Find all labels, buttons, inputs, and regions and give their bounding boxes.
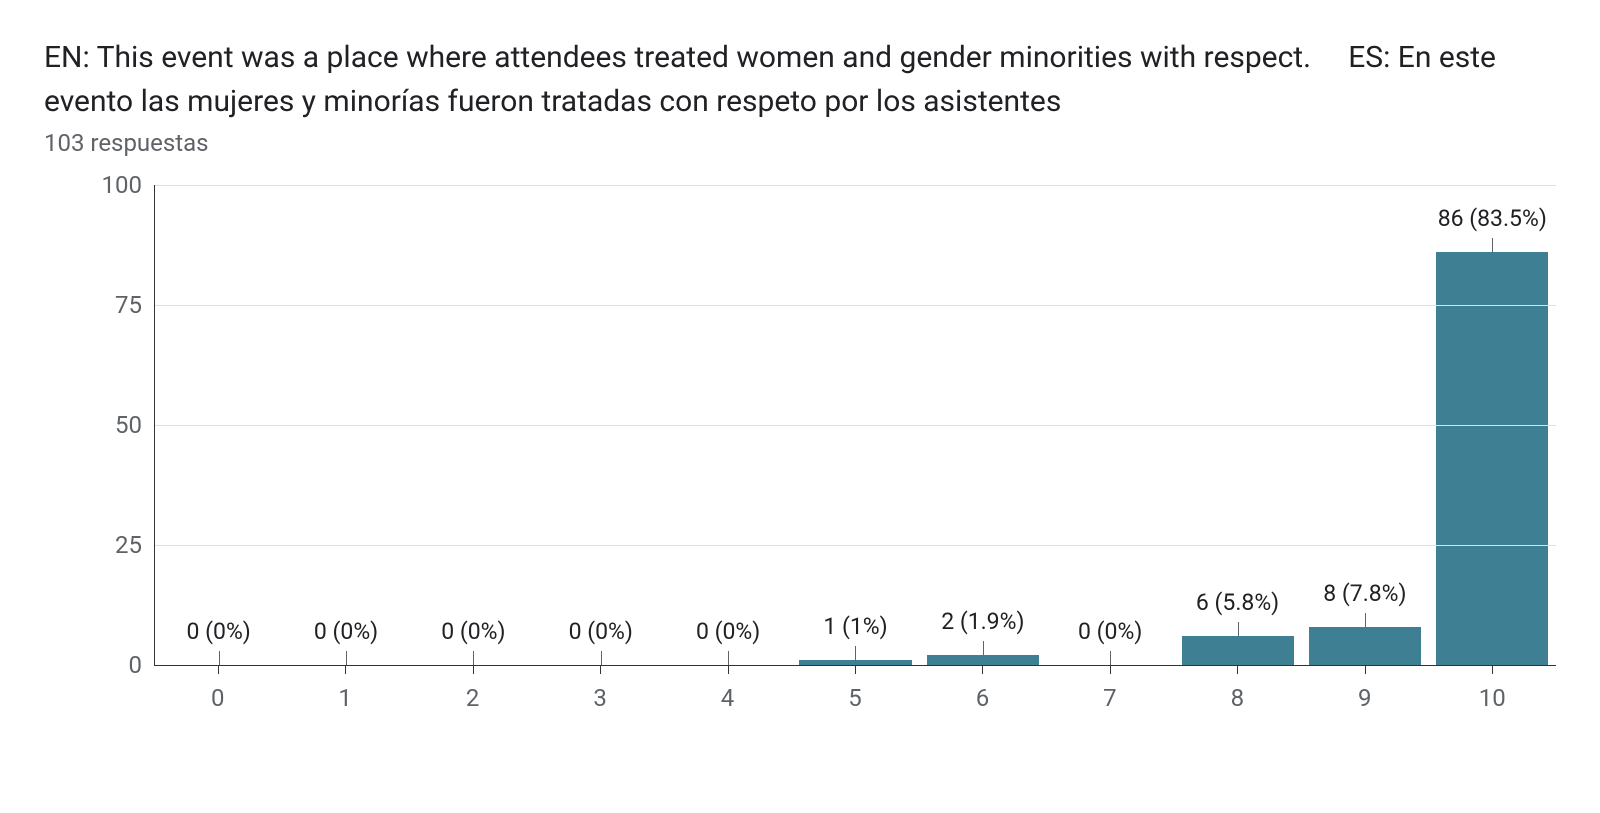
bar[interactable]: [799, 660, 911, 665]
x-tick-label: 6: [919, 666, 1046, 712]
bar-data-label: 6 (5.8%): [1196, 589, 1279, 616]
bar[interactable]: [1436, 252, 1548, 665]
bar-data-label: 1 (1%): [823, 613, 887, 640]
bar-data-label: 8 (7.8%): [1323, 580, 1406, 607]
bar-data-label: 0 (0%): [696, 618, 760, 645]
x-tick-label: 8: [1174, 666, 1301, 712]
x-tick-label: 9: [1301, 666, 1428, 712]
bar-pointer: [1110, 651, 1111, 665]
y-tick-label: 100: [102, 171, 142, 199]
bar-pointer: [855, 646, 856, 660]
gridline: [155, 545, 1556, 546]
x-tick-label: 3: [536, 666, 663, 712]
x-tick-label: 1: [281, 666, 408, 712]
bar-pointer: [346, 651, 347, 665]
gridline: [155, 305, 1556, 306]
bar-data-label: 0 (0%): [1078, 618, 1142, 645]
chart-container: EN: This event was a place where attende…: [0, 0, 1600, 712]
y-tick-label: 25: [115, 531, 142, 559]
x-tick-label: 2: [409, 666, 536, 712]
bar-pointer: [601, 651, 602, 665]
gridline: [155, 425, 1556, 426]
x-tick-label: 10: [1429, 666, 1556, 712]
x-tick-label: 5: [791, 666, 918, 712]
bar-data-label: 2 (1.9%): [941, 608, 1024, 635]
bar-data-label: 86 (83.5%): [1438, 205, 1547, 232]
plot-area: 0 (0%) 0 (0%) 0 (0%) 0 (0%) 0 (0%) 1 (1%) 2 (1…: [154, 185, 1556, 666]
x-axis: 012345678910: [154, 666, 1556, 712]
bar-data-label: 0 (0%): [441, 618, 505, 645]
y-tick-label: 0: [129, 651, 143, 679]
bar-pointer: [1365, 613, 1366, 627]
chart-title: EN: This event was a place where attende…: [44, 36, 1556, 123]
y-tick-label: 75: [115, 291, 142, 319]
bar[interactable]: [1309, 627, 1421, 665]
bar-data-label: 0 (0%): [569, 618, 633, 645]
bar-pointer: [473, 651, 474, 665]
y-axis: 0255075100: [84, 185, 154, 665]
bar-data-label: 0 (0%): [314, 618, 378, 645]
bar-pointer: [728, 651, 729, 665]
bar-pointer: [1238, 622, 1239, 636]
y-tick-label: 50: [115, 411, 142, 439]
gridline: [155, 185, 1556, 186]
bar[interactable]: [1182, 636, 1294, 665]
x-tick-label: 0: [154, 666, 281, 712]
bar-data-label: 0 (0%): [187, 618, 251, 645]
bar-pointer: [983, 641, 984, 655]
x-tick-label: 7: [1046, 666, 1173, 712]
x-tick-label: 4: [664, 666, 791, 712]
bar[interactable]: [927, 655, 1039, 665]
bar-pointer: [219, 651, 220, 665]
response-count: 103 respuestas: [44, 129, 1556, 157]
chart-wrap: 0255075100 0 (0%)0 (0%)0 (0%)0 (0%)0 (0%…: [84, 185, 1556, 712]
bar-pointer: [1492, 238, 1493, 252]
